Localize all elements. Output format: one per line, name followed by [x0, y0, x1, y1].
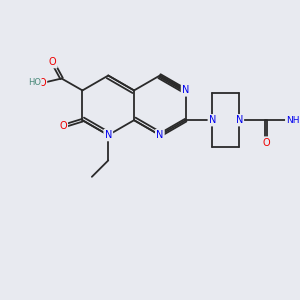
Text: HO: HO — [28, 79, 41, 88]
Text: N: N — [182, 85, 189, 95]
Text: N: N — [156, 130, 164, 140]
Text: NH: NH — [286, 116, 300, 125]
Text: O: O — [262, 138, 270, 148]
Text: O: O — [49, 57, 56, 67]
Text: N: N — [236, 115, 243, 125]
Text: O: O — [38, 78, 46, 88]
Text: O: O — [59, 121, 67, 131]
Text: N: N — [209, 115, 216, 125]
Text: N: N — [105, 130, 112, 140]
